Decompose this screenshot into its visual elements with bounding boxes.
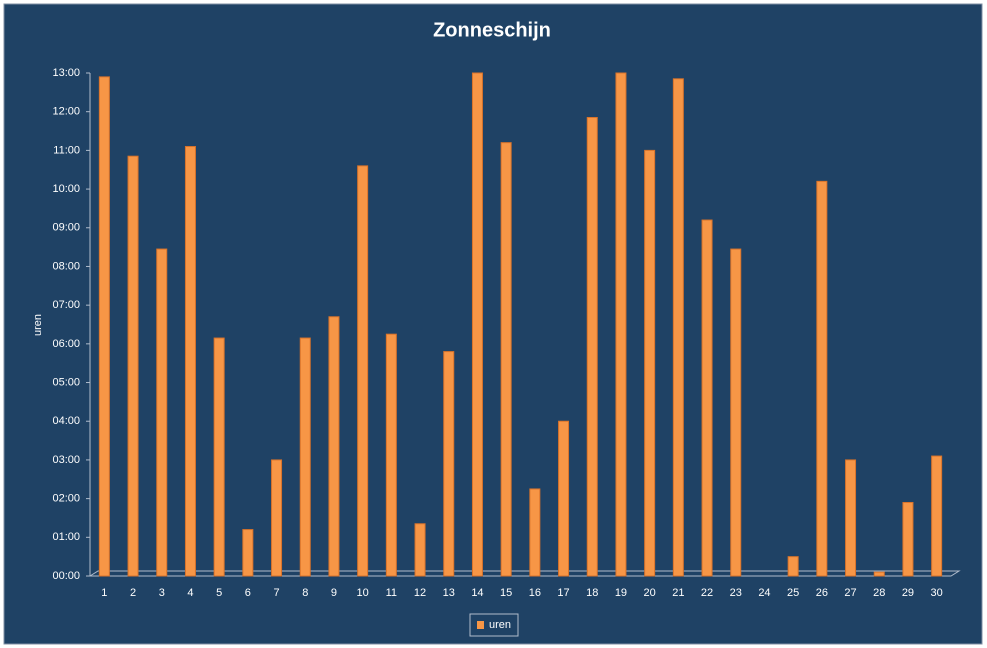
x-tick-label: 12	[414, 587, 426, 599]
y-tick-label: 06:00	[52, 338, 80, 350]
y-axis-title: uren	[32, 314, 44, 336]
x-tick-label: 9	[331, 587, 337, 599]
bar	[558, 420, 570, 577]
y-tick-label: 07:00	[52, 299, 80, 311]
bar	[902, 501, 914, 577]
x-tick-label: 25	[787, 587, 799, 599]
y-tick-label: 13:00	[52, 67, 80, 79]
legend-box	[469, 613, 519, 637]
bar	[873, 571, 885, 577]
x-tick-label: 30	[931, 587, 943, 599]
bar	[271, 459, 283, 577]
y-tick-label: 03:00	[52, 454, 80, 466]
x-tick-label: 28	[873, 587, 885, 599]
bar	[299, 337, 311, 577]
x-tick-label: 22	[701, 587, 713, 599]
x-tick-label: 3	[159, 587, 165, 599]
y-tick-label: 08:00	[52, 260, 80, 272]
bar	[328, 316, 340, 577]
bar	[184, 146, 196, 577]
y-tick-label: 02:00	[52, 493, 80, 505]
plot-floor	[88, 570, 961, 577]
bar	[127, 155, 139, 577]
x-tick-label: 7	[273, 587, 279, 599]
bar	[443, 351, 455, 577]
legend-swatch	[477, 621, 484, 629]
x-tick-label: 2	[130, 587, 136, 599]
x-tick-label: 18	[586, 587, 598, 599]
bar	[816, 180, 828, 577]
bar	[672, 78, 684, 577]
x-tick-label: 21	[672, 587, 684, 599]
x-tick-label: 16	[529, 587, 541, 599]
bar	[357, 165, 369, 577]
x-tick-label: 15	[500, 587, 512, 599]
chart-title: Zonneschijn	[433, 19, 551, 41]
bar	[98, 76, 110, 577]
bar	[471, 72, 483, 577]
y-tick-label: 00:00	[52, 570, 80, 582]
x-tick-label: 17	[557, 587, 569, 599]
bar	[529, 488, 541, 577]
x-tick-label: 19	[615, 587, 627, 599]
x-tick-label: 5	[216, 587, 222, 599]
bar	[414, 523, 426, 577]
bar	[385, 333, 397, 577]
bar	[213, 337, 225, 577]
bar	[787, 556, 799, 577]
bar	[644, 149, 656, 577]
y-tick-label: 04:00	[52, 415, 80, 427]
x-tick-label: 6	[245, 587, 251, 599]
legend-label: uren	[489, 619, 511, 631]
y-tick-label: 12:00	[52, 106, 80, 118]
x-tick-label: 24	[758, 587, 770, 599]
x-tick-label: 8	[302, 587, 308, 599]
x-tick-label: 29	[902, 587, 914, 599]
bar	[500, 142, 512, 577]
x-tick-label: 23	[730, 587, 742, 599]
x-tick-label: 10	[357, 587, 369, 599]
y-tick-label: 09:00	[52, 222, 80, 234]
x-tick-label: 20	[644, 587, 656, 599]
bar	[845, 459, 857, 577]
x-tick-label: 26	[816, 587, 828, 599]
bar	[586, 116, 598, 577]
x-tick-label: 13	[443, 587, 455, 599]
y-tick-label: 10:00	[52, 183, 80, 195]
y-tick-label: 11:00	[53, 144, 80, 156]
chart-background	[3, 3, 983, 645]
bar	[701, 219, 713, 577]
y-tick-label: 05:00	[52, 376, 80, 388]
x-tick-label: 14	[471, 587, 483, 599]
x-tick-label: 11	[386, 587, 397, 599]
bar	[242, 529, 254, 577]
bar	[931, 455, 943, 577]
bar	[730, 248, 742, 577]
x-tick-label: 4	[187, 587, 193, 599]
bar	[615, 72, 627, 577]
x-tick-label: 27	[844, 587, 856, 599]
x-tick-label: 1	[101, 587, 107, 599]
y-tick-label: 01:00	[52, 531, 80, 543]
bar	[156, 248, 168, 577]
